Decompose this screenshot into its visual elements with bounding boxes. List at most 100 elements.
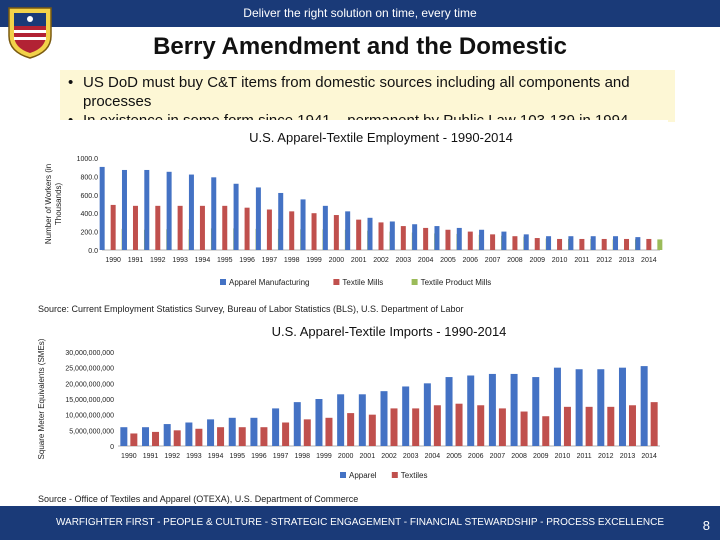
bar-textiles [130,433,138,446]
bar-apparel [293,402,301,446]
bar-textiles [412,408,420,446]
x-tick-label: 1992 [164,453,180,460]
x-tick-label: 2011 [574,257,589,264]
bar-apparel [445,377,453,446]
bullet-block: • US DoD must buy C&T items from domesti… [60,70,675,122]
bar-apparel-manufacturing [233,183,239,250]
bar-textiles [195,428,203,446]
bar-apparel-manufacturing [501,231,507,250]
x-tick-label: 1990 [121,453,137,460]
bar-textiles [563,406,571,446]
legend-entry: Textiles [401,471,428,480]
x-tick-label: 1999 [306,257,322,264]
bullet-text-continued: processes [83,93,152,110]
bar-apparel [553,367,561,446]
bar-apparel-manufacturing [255,187,261,250]
x-tick-label: 2005 [446,453,462,460]
page-number: 8 [702,518,710,533]
bar-textiles [455,403,463,446]
x-tick-label: 2013 [619,257,635,264]
bar-apparel-manufacturing [523,234,529,250]
y-tick-label: 0 [110,444,114,451]
bar-textile-mills [311,213,317,250]
y-tick-label: 400.0 [80,211,98,218]
bar-apparel [272,408,280,446]
bar-textiles [282,422,290,446]
bar-apparel-manufacturing [367,217,373,250]
bar-apparel-manufacturing [166,171,172,250]
bar-apparel [337,394,345,446]
x-tick-label: 2000 [338,453,354,460]
bar-textile-mills [400,226,406,250]
bar-apparel-manufacturing [568,236,574,250]
y-axis-title-line: Thousands) [54,183,63,226]
legend-swatch [411,279,418,285]
bar-textiles [628,405,636,446]
bar-apparel [250,417,258,446]
bar-textiles [390,408,398,446]
bar-apparel-manufacturing [456,227,462,250]
x-tick-label: 2008 [511,453,527,460]
y-axis-title-line: Square Meter Equivalents (SMEs) [38,338,46,459]
bar-textiles [238,427,246,446]
y-tick-label: 25,000,000,000 [65,366,114,373]
bar-textiles [498,408,506,446]
imports-chart: U.S. Apparel-Textile Imports - 1990-2014… [37,316,668,486]
chart-title: U.S. Apparel-Textile Imports - 1990-2014 [272,324,507,339]
y-tick-label: 30,000,000,000 [65,350,114,357]
x-tick-label: 1992 [150,257,166,264]
bar-textiles [607,406,615,446]
bullet-text: In existence in some form since 1941 – p… [83,112,629,122]
x-tick-label: 1994 [195,257,211,264]
bar-textile-mills [624,238,630,250]
agency-seal-icon [8,7,52,59]
x-tick-label: 2001 [351,257,367,264]
header-tagline: Deliver the right solution on time, ever… [243,6,477,20]
x-tick-label: 2004 [418,257,434,264]
x-tick-label: 2002 [381,453,397,460]
y-tick-label: 200.0 [80,230,98,237]
imports-chart-svg: U.S. Apparel-Textile Imports - 1990-2014… [37,324,660,480]
bar-textiles [477,405,485,446]
x-tick-label: 1994 [208,453,224,460]
bar-apparel-manufacturing [434,226,440,250]
x-tick-label: 2000 [329,257,345,264]
x-tick-label: 1997 [262,257,278,264]
x-tick-label: 2007 [490,453,506,460]
y-tick-label: 800.0 [80,174,98,181]
bullet-glyph: • [68,74,74,91]
legend-entry: Textile Mills [342,278,383,287]
bar-apparel-manufacturing [211,177,217,250]
bar-apparel-manufacturing [300,199,306,250]
x-tick-label: 2005 [440,257,456,264]
y-tick-label: 20,000,000,000 [65,381,114,388]
x-tick-label: 2003 [396,257,412,264]
bar-textile-mills [222,205,228,250]
bar-apparel [358,394,366,446]
x-tick-label: 2007 [485,257,501,264]
x-tick-label: 2013 [620,453,636,460]
bar-textiles [368,414,376,446]
bar-textile-mills [266,209,272,250]
bar-apparel [120,427,128,446]
x-tick-label: 1996 [251,453,267,460]
bar-apparel [488,373,496,446]
imports-chart-source: Source - Office of Textiles and Apparel … [38,494,359,504]
bar-textile-mills [244,207,250,250]
y-tick-label: 15,000,000,000 [65,397,114,404]
employment-chart: U.S. Apparel-Textile Employment - 1990-2… [38,120,668,298]
x-tick-label: 1993 [172,257,188,264]
x-tick-label: 2006 [462,257,478,264]
x-tick-label: 1998 [284,257,300,264]
bar-textile-product-mills [657,239,663,250]
bar-textile-mills [557,238,563,250]
legend-swatch [391,472,398,478]
x-tick-label: 2012 [596,257,612,264]
bar-textiles [217,427,225,446]
x-tick-label: 1997 [273,453,289,460]
bar-apparel-manufacturing [590,236,596,250]
x-tick-label: 2014 [641,453,657,460]
bar-textile-mills [423,227,429,250]
bar-apparel-manufacturing [144,169,150,250]
x-tick-label: 1999 [316,453,332,460]
